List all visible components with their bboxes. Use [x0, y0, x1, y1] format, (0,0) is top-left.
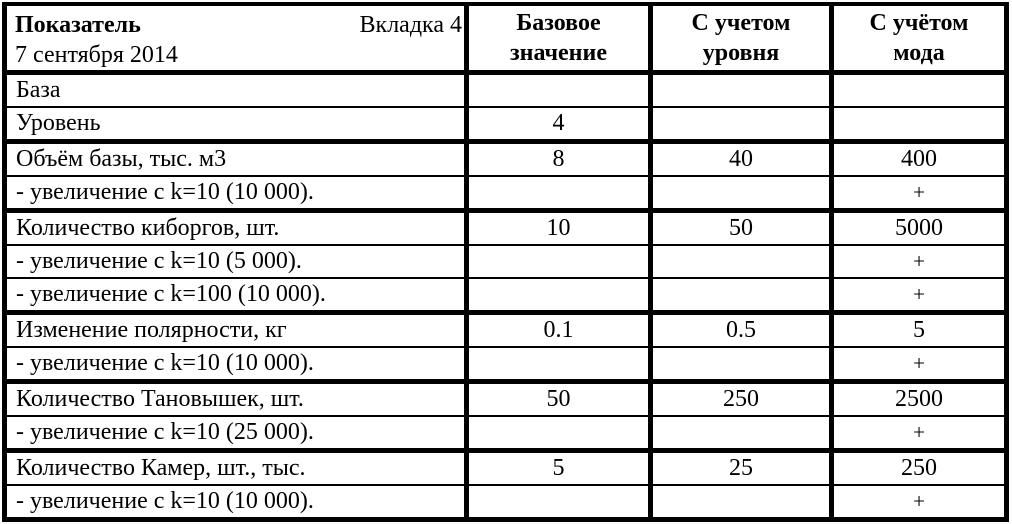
cell-level-value: [648, 484, 834, 522]
header-date: 7 сентября 2014: [15, 41, 178, 68]
header-base-line1: Базовое: [516, 10, 601, 36]
tab-label: Вкладка 4: [359, 11, 462, 38]
cell-base-value: 0.1: [464, 311, 653, 348]
cell-mod-value: 250: [829, 449, 1009, 486]
cell-level-value: [648, 106, 834, 144]
row-label: База: [2, 71, 469, 108]
header-cell-mod: С учётом мода: [829, 2, 1009, 75]
row-label: - увеличение с k=10 (10 000).: [2, 175, 469, 213]
cell-base-value: [464, 346, 653, 384]
row-label: Количество киборгов, шт.: [2, 209, 469, 246]
cell-level-value: [648, 415, 834, 453]
cell-mod-value: 5000: [829, 209, 1009, 246]
header-cell-indicator: Показатель Вкладка 4 7 сентября 2014: [2, 2, 469, 75]
cell-base-value: 10: [464, 209, 653, 246]
cell-mod-value: +: [829, 175, 1009, 213]
cell-mod-value: 5: [829, 311, 1009, 348]
header-level-line2: уровня: [702, 40, 780, 66]
cell-mod-value: +: [829, 346, 1009, 384]
cell-level-value: [648, 71, 834, 108]
cell-base-value: [464, 484, 653, 522]
header-level-line1: С учетом: [691, 10, 791, 36]
row-label: - увеличение с k=10 (25 000).: [2, 415, 469, 453]
row-label: - увеличение с k=10 (10 000).: [2, 484, 469, 522]
row-label: - увеличение с k=100 (10 000).: [2, 277, 469, 315]
cell-base-value: [464, 71, 653, 108]
row-label: - увеличение с k=10 (10 000).: [2, 346, 469, 384]
table-row: - увеличение с k=10 (10 000). +: [2, 175, 1009, 213]
row-label: Количество Камер, шт., тыс.: [2, 449, 469, 486]
cell-mod-value: +: [829, 244, 1009, 279]
cell-mod-value: +: [829, 277, 1009, 315]
cell-base-value: [464, 175, 653, 213]
cell-base-value: 8: [464, 140, 653, 177]
header-cell-base-value: Базовое значение: [464, 2, 653, 75]
cell-mod-value: +: [829, 484, 1009, 522]
row-label: - увеличение с k=10 (5 000).: [2, 244, 469, 279]
cell-level-value: 40: [648, 140, 834, 177]
cell-mod-value: 2500: [829, 380, 1009, 417]
cell-level-value: 50: [648, 209, 834, 246]
row-label: Объём базы, тыс. м3: [2, 140, 469, 177]
cell-level-value: 0.5: [648, 311, 834, 348]
cell-mod-value: [829, 106, 1009, 144]
header-mod-line1: С учётом: [869, 10, 969, 36]
cell-base-value: [464, 244, 653, 279]
table-body: База Уровень 4 Объём базы, тыс. м3 8 40 400- у…: [2, 71, 1009, 522]
table-row: Количество Тановышек, шт. 50 250 2500: [2, 380, 1009, 417]
cell-base-value: 4: [464, 106, 653, 144]
table-row: Количество киборгов, шт. 10 50 5000: [2, 209, 1009, 246]
row-label: Количество Тановышек, шт.: [2, 380, 469, 417]
header-base-line2: значение: [509, 40, 607, 66]
header-cell-level: С учетом уровня: [648, 2, 834, 75]
cell-level-value: [648, 244, 834, 279]
cell-level-value: [648, 346, 834, 384]
header-mod-line2: мода: [893, 40, 945, 66]
cell-base-value: [464, 277, 653, 315]
table-row: Уровень 4: [2, 106, 1009, 144]
row-label: Изменение полярности, кг: [2, 311, 469, 348]
cell-level-value: [648, 277, 834, 315]
header-row: Показатель Вкладка 4 7 сентября 2014 Баз…: [2, 2, 1009, 75]
cell-base-value: 5: [464, 449, 653, 486]
indicator-title: Показатель: [15, 11, 141, 38]
table-row: - увеличение с k=10 (5 000). +: [2, 244, 1009, 279]
row-label: Уровень: [2, 106, 469, 144]
cell-mod-value: +: [829, 415, 1009, 453]
cell-level-value: 25: [648, 449, 834, 486]
cell-base-value: 50: [464, 380, 653, 417]
table-row: - увеличение с k=10 (10 000). +: [2, 484, 1009, 522]
table-row: - увеличение с k=100 (10 000). +: [2, 277, 1009, 315]
cell-mod-value: [829, 71, 1009, 108]
table-row: Количество Камер, шт., тыс. 5 25 250: [2, 449, 1009, 486]
cell-mod-value: 400: [829, 140, 1009, 177]
table-row: База: [2, 71, 1009, 108]
table-row: - увеличение с k=10 (10 000). +: [2, 346, 1009, 384]
table-row: - увеличение с k=10 (25 000). +: [2, 415, 1009, 453]
cell-level-value: [648, 175, 834, 213]
cell-level-value: 250: [648, 380, 834, 417]
table-row: Объём базы, тыс. м3 8 40 400: [2, 140, 1009, 177]
cell-base-value: [464, 415, 653, 453]
table-row: Изменение полярности, кг 0.1 0.5 5: [2, 311, 1009, 348]
